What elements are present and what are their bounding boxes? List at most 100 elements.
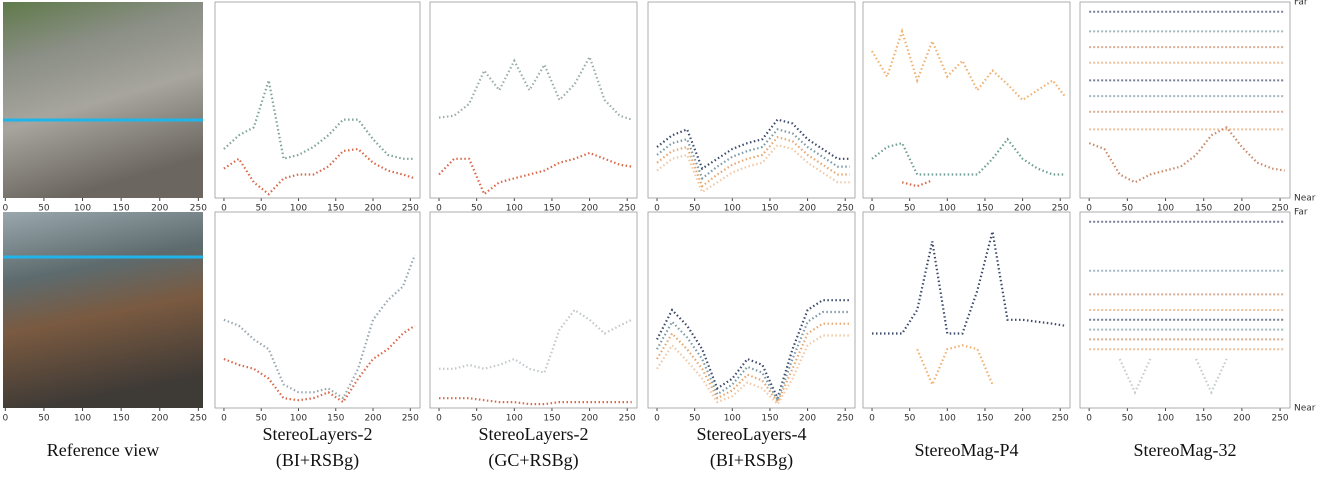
column-subtitle: (GC+RSBg) — [488, 450, 578, 471]
x-tick-label: 100 — [74, 414, 91, 424]
column-title: Reference view — [47, 440, 159, 460]
column-title: StereoLayers-2 — [263, 424, 373, 444]
depth-samples — [871, 27, 1066, 102]
x-tick-label: 150 — [1195, 414, 1212, 424]
x-tick-label: 0 — [2, 414, 8, 424]
x-tick-label: 200 — [1233, 414, 1250, 424]
x-tick-label: 200 — [1014, 204, 1031, 214]
x-tick-label: 0 — [1086, 204, 1092, 214]
depth-samples — [1118, 358, 1228, 395]
x-tick-label: 100 — [1157, 204, 1174, 214]
depth-samples — [223, 324, 416, 404]
depth-samples — [439, 397, 632, 406]
x-tick-label: 150 — [761, 414, 778, 424]
plot-frame — [647, 211, 856, 409]
x-tick-label: 150 — [113, 414, 130, 424]
x-tick-label: 150 — [976, 414, 993, 424]
depth-samples — [901, 179, 933, 188]
panel: 0 50 100 150 200 250 — [647, 1, 856, 214]
x-tick-label: 0 — [436, 204, 442, 214]
y-tick-label: Far — [1294, 0, 1308, 8]
x-tick-label: 50 — [904, 204, 916, 214]
depth-samples — [656, 299, 850, 402]
x-tick-label: 200 — [364, 204, 381, 214]
x-tick-label: 100 — [290, 204, 307, 214]
plot-frame — [429, 211, 638, 409]
x-tick-label: 50 — [38, 414, 50, 424]
x-tick-label: 200 — [799, 414, 816, 424]
depth-samples — [656, 322, 850, 405]
x-tick-label: 0 — [654, 414, 660, 424]
x-tick-label: 250 — [1271, 204, 1288, 214]
x-tick-label: 100 — [724, 204, 741, 214]
x-tick-label: 0 — [221, 414, 227, 424]
x-tick-label: 250 — [402, 204, 419, 214]
x-tick-label: 100 — [290, 414, 307, 424]
x-tick-label: 100 — [939, 414, 956, 424]
reference-photo — [3, 212, 203, 408]
depth-samples — [223, 147, 416, 196]
x-tick-label: 150 — [761, 204, 778, 214]
depth-samples — [656, 143, 850, 194]
x-tick-label: 200 — [799, 204, 816, 214]
x-tick-label: 0 — [1086, 414, 1092, 424]
panel: 0 50 100 150 200 250 — [2, 2, 207, 214]
x-tick-label: 250 — [837, 414, 854, 424]
depth-samples — [1088, 126, 1285, 184]
plot-frame — [862, 211, 1071, 409]
panel: 0 50 100 150 200 250 Far Near — [1079, 208, 1316, 424]
panel: 0 50 100 150 200 250 — [214, 1, 421, 214]
plot-frame — [214, 1, 421, 199]
x-tick-label: 250 — [837, 204, 854, 214]
column-title: StereoLayers-4 — [697, 424, 807, 444]
x-tick-label: 150 — [543, 204, 560, 214]
panel: 0 50 100 150 200 250 — [429, 211, 638, 424]
x-tick-label: 200 — [364, 414, 381, 424]
x-tick-label: 150 — [976, 204, 993, 214]
panel: 0 50 100 150 200 250 — [862, 1, 1071, 214]
panel: 0 50 100 150 200 250 — [647, 211, 856, 424]
x-tick-label: 150 — [327, 414, 344, 424]
panel: 0 50 100 150 200 250 — [429, 1, 638, 214]
reference-photo — [3, 2, 203, 198]
depth-samples — [872, 231, 1065, 335]
x-tick-label: 50 — [1122, 204, 1134, 214]
panel: 0 50 100 150 200 250 — [214, 211, 421, 424]
x-tick-label: 50 — [255, 414, 267, 424]
x-tick-label: 150 — [543, 414, 560, 424]
x-tick-label: 200 — [1233, 204, 1250, 214]
x-tick-label: 100 — [1157, 414, 1174, 424]
y-tick-label: Near — [1294, 404, 1316, 414]
x-tick-label: 0 — [221, 204, 227, 214]
x-tick-label: 100 — [506, 204, 523, 214]
x-tick-label: 250 — [619, 204, 636, 214]
panel: 0 50 100 150 200 250 — [862, 211, 1071, 424]
x-tick-label: 50 — [471, 414, 483, 424]
plot-frame — [862, 1, 1071, 199]
x-tick-label: 200 — [581, 204, 598, 214]
x-tick-label: 0 — [2, 204, 8, 214]
x-tick-label: 250 — [190, 414, 207, 424]
column-subtitle: (BI+RSBg) — [276, 450, 359, 471]
x-tick-label: 50 — [689, 204, 701, 214]
y-tick-label: Near — [1294, 194, 1316, 204]
panel: 0 50 100 150 200 250 Far Near — [1079, 0, 1316, 214]
depth-samples — [871, 137, 1065, 176]
x-tick-label: 200 — [1014, 414, 1031, 424]
plot-frame — [429, 1, 638, 199]
x-tick-label: 150 — [113, 204, 130, 214]
x-tick-label: 250 — [190, 204, 207, 214]
x-tick-label: 200 — [151, 204, 168, 214]
depth-samples — [916, 344, 994, 388]
x-tick-label: 50 — [904, 414, 916, 424]
x-tick-label: 50 — [255, 204, 267, 214]
x-tick-label: 250 — [1052, 204, 1069, 214]
x-tick-label: 200 — [581, 414, 598, 424]
x-tick-label: 100 — [506, 414, 523, 424]
depth-samples — [438, 151, 632, 196]
x-tick-label: 0 — [654, 204, 660, 214]
x-tick-label: 100 — [74, 204, 91, 214]
x-tick-label: 100 — [724, 414, 741, 424]
plot-frame — [1079, 1, 1291, 199]
